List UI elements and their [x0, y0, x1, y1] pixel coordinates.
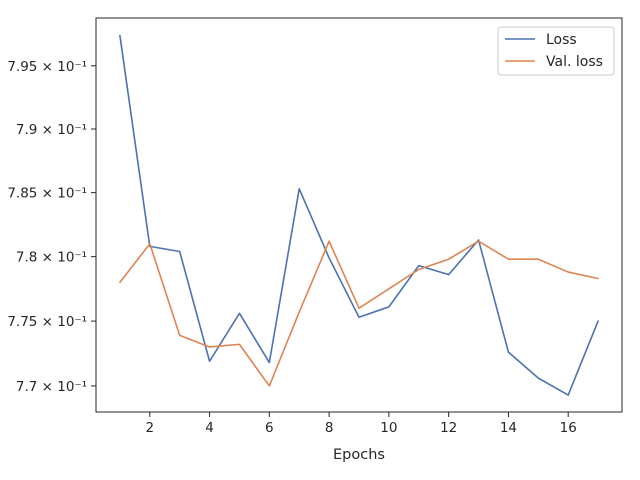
- x-tick-label: 8: [325, 420, 334, 436]
- y-tick-label: 7.9 × 10⁻¹: [16, 122, 87, 138]
- y-tick-label: 7.8 × 10⁻¹: [16, 250, 87, 266]
- legend-label-val-loss: Val. loss: [546, 54, 603, 70]
- series-line-val-loss: [119, 240, 599, 387]
- axis-ticks: 2 4 6 8 10 12 14 16 7.7 × 10⁻¹ 7.75 × 10⁻¹ 7.8 × 1…: [7, 59, 576, 436]
- series-lines: [119, 34, 599, 396]
- x-tick-label: 6: [265, 420, 274, 436]
- y-tick-label: 7.85 × 10⁻¹: [7, 186, 87, 202]
- x-tick-label: 12: [440, 420, 457, 436]
- y-tick-label: 7.75 × 10⁻¹: [7, 314, 87, 330]
- x-tick-label: 10: [380, 420, 397, 436]
- x-tick-label: 4: [205, 420, 214, 436]
- x-tick-label: 14: [500, 420, 517, 436]
- x-tick-label: 16: [560, 420, 577, 436]
- legend-label-loss: Loss: [546, 32, 577, 48]
- x-tick-label: 2: [145, 420, 154, 436]
- y-tick-label: 7.7 × 10⁻¹: [16, 379, 87, 395]
- y-tick-label: 7.95 × 10⁻¹: [7, 59, 87, 75]
- legend: Loss Val. loss: [497, 26, 615, 76]
- x-axis-label: Epochs: [333, 447, 385, 463]
- series-line-loss: [119, 34, 599, 396]
- plot-frame: [95, 17, 623, 413]
